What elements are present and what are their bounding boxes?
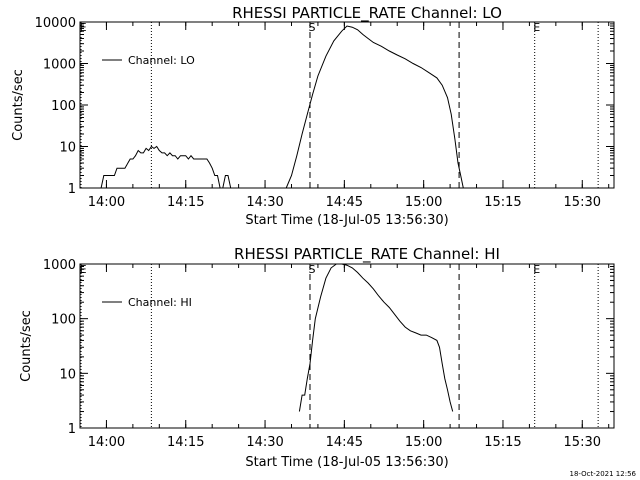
- chart-title: RHESSI PARTICLE_RATE Channel: LO: [232, 4, 502, 23]
- x-tick-label: 14:00: [88, 435, 125, 450]
- x-tick-label: 15:00: [405, 435, 442, 450]
- series-line: [222, 175, 232, 189]
- chart-title: RHESSI PARTICLE_RATE Channel: HI: [234, 245, 500, 264]
- chart-panel-lo: RHESSI PARTICLE_RATE Channel: LO Counts/s…: [11, 4, 615, 228]
- x-tick-label: 14:00: [88, 195, 125, 210]
- y-tick-label: 1000: [43, 58, 76, 73]
- x-tick-label: 14:15: [167, 195, 204, 210]
- x-tick-label: 15:15: [484, 435, 521, 450]
- event-marker-label: E: [80, 21, 87, 34]
- x-tick-label: 15:30: [564, 435, 601, 450]
- y-axis-label: Counts/sec: [11, 69, 26, 141]
- y-axis-label: Counts/sec: [19, 310, 34, 382]
- series-line: [285, 25, 464, 189]
- x-tick-label: 15:00: [405, 195, 442, 210]
- event-marker-label: E: [533, 21, 540, 34]
- y-tick-label: 1: [68, 422, 76, 437]
- y-tick-label: 10: [59, 141, 76, 156]
- event-marker-label: S: [308, 21, 315, 34]
- series-line: [298, 263, 454, 412]
- y-tick-label: 100: [51, 313, 76, 328]
- y-tick-label: 1000: [43, 258, 76, 273]
- chart-panel-hi: RHESSI PARTICLE_RATE Channel: HI Counts/s…: [19, 245, 615, 470]
- x-tick-label: 14:30: [246, 435, 283, 450]
- plot-frame: [79, 263, 615, 429]
- x-tick-label: 15:30: [564, 195, 601, 210]
- x-axis-label: Start Time (18-Jul-05 13:56:30): [245, 455, 448, 470]
- plot-frame: [79, 21, 615, 189]
- x-axis-label: Start Time (18-Jul-05 13:56:30): [245, 213, 448, 228]
- legend-label: Channel: HI: [128, 296, 192, 309]
- y-tick-label: 100: [51, 99, 76, 114]
- x-tick-label: 14:15: [167, 435, 204, 450]
- y-tick-label: 10: [59, 367, 76, 382]
- x-tick-label: 14:30: [246, 195, 283, 210]
- legend-label: Channel: LO: [128, 54, 195, 67]
- footer-timestamp: 18-Oct-2021 12:56: [570, 470, 637, 478]
- event-marker-label: S: [308, 263, 315, 276]
- y-tick-label: 1: [68, 182, 76, 197]
- x-tick-label: 14:45: [326, 195, 363, 210]
- x-tick-label: 14:45: [326, 435, 363, 450]
- series-line: [100, 145, 221, 189]
- event-marker-label: E: [80, 263, 87, 276]
- event-marker-label: E: [533, 263, 540, 276]
- x-tick-label: 15:15: [484, 195, 521, 210]
- y-tick-label: 10000: [35, 16, 76, 31]
